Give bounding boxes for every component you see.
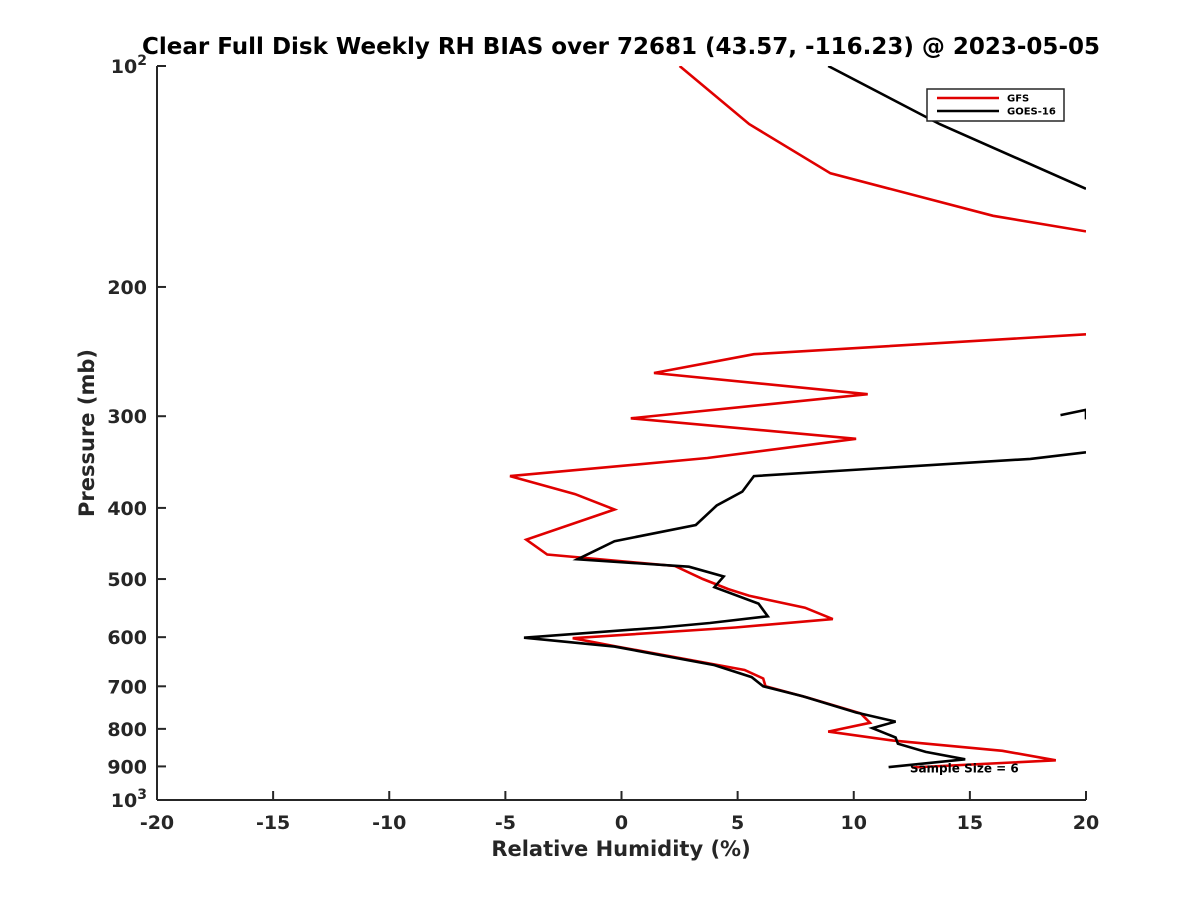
legend-box bbox=[926, 88, 1065, 122]
y-tick-label: 500 bbox=[107, 569, 147, 591]
y-tick-label: 800 bbox=[107, 719, 147, 741]
y-tick-label: 700 bbox=[107, 676, 147, 698]
x-tick-label: -5 bbox=[495, 812, 516, 834]
legend-entry: GFS bbox=[1007, 94, 1029, 105]
y-tick-label: 600 bbox=[107, 627, 147, 649]
y-tick-label: 102 bbox=[111, 53, 147, 78]
x-tick-label: 10 bbox=[841, 812, 867, 834]
y-tick-label: 103 bbox=[111, 787, 147, 812]
series-line-goes-16 bbox=[523, 66, 1086, 769]
series-line-gfs bbox=[509, 66, 1086, 769]
x-tick-label: -10 bbox=[372, 812, 406, 834]
x-tick-label: 5 bbox=[731, 812, 744, 834]
y-tick-label: 300 bbox=[107, 406, 147, 428]
x-tick-label: 20 bbox=[1073, 812, 1099, 834]
plot-area: -20 -15 -10 -5 0 5 10 15 20 102 200 300 400 500 600 700… bbox=[107, 53, 1099, 834]
y-axis-label: Pressure (mb) bbox=[75, 349, 99, 517]
legend: GFS GOES-16 bbox=[926, 88, 1065, 122]
x-tick-label: 0 bbox=[615, 812, 628, 834]
sample-size-annotation: Sample Size = 6 bbox=[910, 761, 1019, 775]
legend-entry: GOES-16 bbox=[1007, 107, 1056, 118]
y-tick-label: 400 bbox=[107, 498, 147, 520]
x-axis-label: Relative Humidity (%) bbox=[491, 837, 750, 861]
y-tick-label: 200 bbox=[107, 277, 147, 299]
chart-title: Clear Full Disk Weekly RH BIAS over 7268… bbox=[142, 34, 1100, 60]
x-tick-label: 15 bbox=[957, 812, 983, 834]
x-tick-label: -15 bbox=[256, 812, 290, 834]
y-tick-label: 900 bbox=[107, 756, 147, 778]
x-tick-label: -20 bbox=[140, 812, 174, 834]
